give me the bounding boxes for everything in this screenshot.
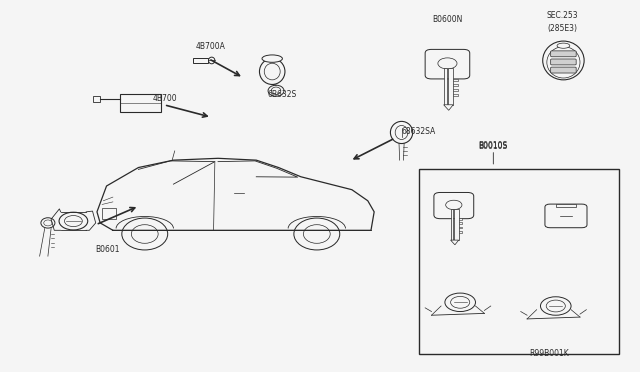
FancyBboxPatch shape — [550, 59, 576, 65]
Ellipse shape — [268, 85, 284, 96]
Text: B0010S: B0010S — [479, 141, 508, 150]
Ellipse shape — [303, 225, 330, 243]
Ellipse shape — [445, 293, 476, 311]
Text: R99B001K: R99B001K — [529, 349, 568, 358]
Bar — [120, 94, 161, 112]
Bar — [93, 96, 100, 102]
Text: 4B700A: 4B700A — [196, 42, 226, 51]
FancyBboxPatch shape — [550, 51, 576, 57]
Bar — [102, 208, 116, 219]
Bar — [459, 227, 463, 228]
Bar — [556, 204, 575, 207]
Text: 68632SA: 68632SA — [401, 127, 436, 136]
Ellipse shape — [294, 218, 340, 250]
Text: 6B632S: 6B632S — [268, 90, 297, 99]
Ellipse shape — [540, 297, 571, 315]
Text: B0601: B0601 — [96, 246, 120, 254]
Bar — [459, 218, 463, 220]
Ellipse shape — [262, 55, 282, 62]
Ellipse shape — [264, 63, 280, 80]
Ellipse shape — [543, 41, 584, 80]
Bar — [451, 209, 453, 240]
Ellipse shape — [557, 43, 570, 48]
Ellipse shape — [131, 225, 158, 243]
Ellipse shape — [209, 57, 215, 64]
Ellipse shape — [41, 218, 55, 228]
Text: (285E3): (285E3) — [547, 24, 577, 33]
Ellipse shape — [395, 125, 408, 140]
FancyBboxPatch shape — [434, 192, 474, 219]
Ellipse shape — [271, 87, 281, 94]
FancyBboxPatch shape — [545, 204, 587, 228]
Bar — [444, 68, 447, 105]
Text: B0010S: B0010S — [479, 142, 508, 151]
Ellipse shape — [438, 58, 457, 69]
Text: B0600N: B0600N — [432, 15, 463, 24]
Bar — [453, 89, 458, 91]
Bar — [448, 68, 453, 105]
Bar — [459, 222, 463, 224]
Bar — [454, 209, 459, 240]
Bar — [459, 231, 463, 233]
Bar — [453, 94, 458, 96]
Bar — [419, 169, 620, 354]
Ellipse shape — [546, 300, 565, 312]
Ellipse shape — [59, 212, 88, 230]
Bar — [453, 78, 458, 81]
FancyBboxPatch shape — [550, 67, 576, 73]
Bar — [193, 58, 209, 62]
Polygon shape — [451, 240, 459, 245]
FancyBboxPatch shape — [425, 49, 470, 79]
Ellipse shape — [451, 296, 470, 308]
Ellipse shape — [122, 218, 168, 250]
Text: SEC.253: SEC.253 — [547, 11, 578, 20]
Text: 4B700: 4B700 — [153, 94, 178, 103]
Ellipse shape — [65, 215, 83, 227]
Bar — [453, 84, 458, 86]
Ellipse shape — [44, 220, 52, 226]
Ellipse shape — [259, 59, 285, 84]
Polygon shape — [444, 105, 453, 110]
Ellipse shape — [445, 200, 462, 210]
Ellipse shape — [547, 46, 580, 78]
Ellipse shape — [390, 121, 413, 144]
